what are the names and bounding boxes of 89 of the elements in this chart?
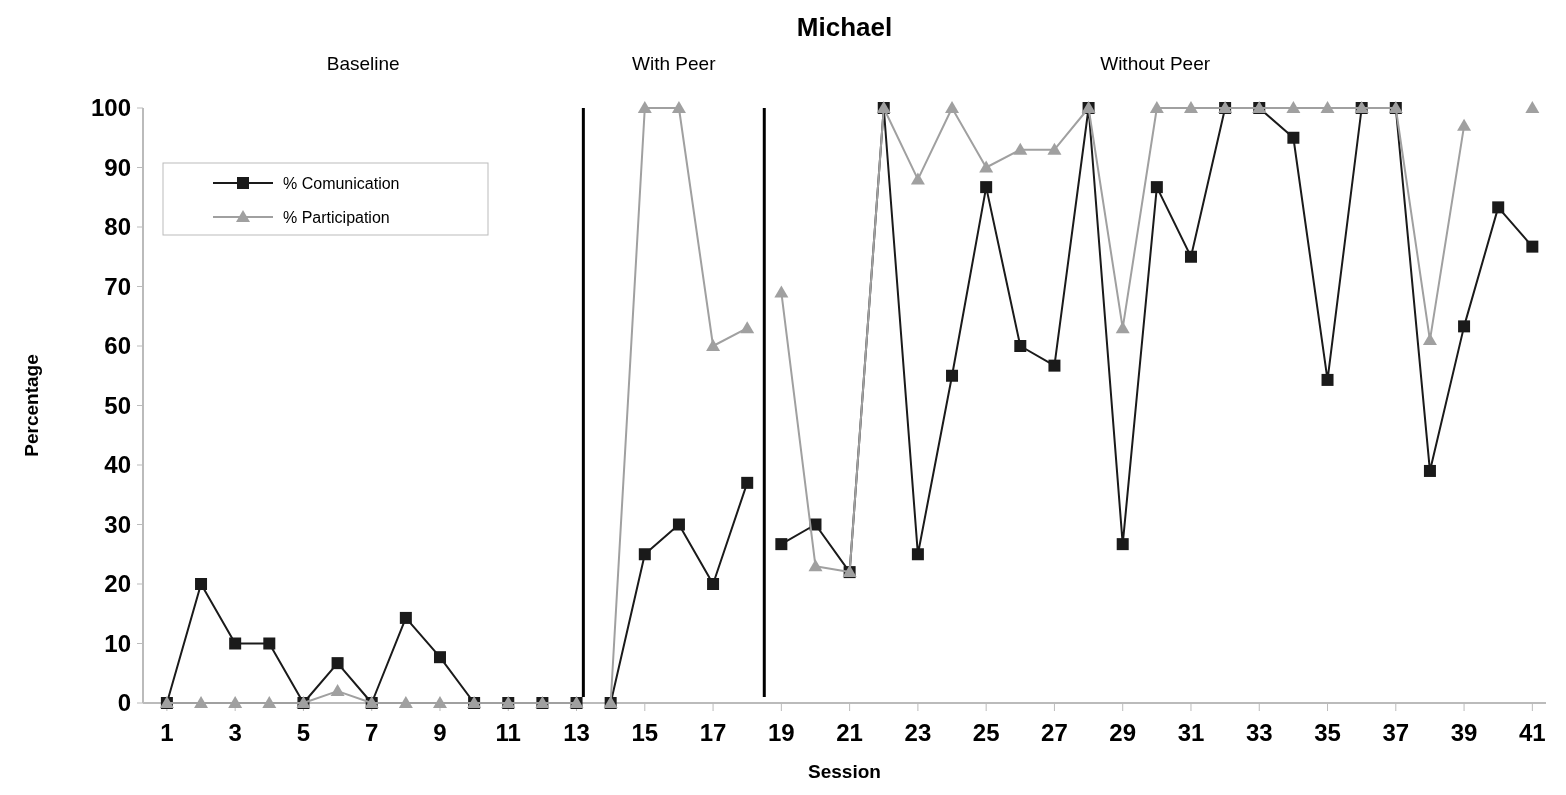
point <box>638 548 651 561</box>
point <box>1047 142 1062 155</box>
y-tick-label: 40 <box>104 451 131 479</box>
point <box>637 101 652 113</box>
point <box>1183 101 1198 113</box>
y-tick-label: 70 <box>104 272 131 300</box>
y-tick-label: 0 <box>117 689 131 717</box>
point <box>1423 464 1436 477</box>
point <box>979 160 994 173</box>
point <box>1287 131 1300 144</box>
x-tick-label: 35 <box>1314 719 1341 746</box>
point <box>330 684 345 697</box>
x-tick-label: 7 <box>365 719 379 746</box>
x-tick-label: 27 <box>1041 719 1068 746</box>
point <box>707 578 720 590</box>
x-tick-label: 33 <box>1245 719 1273 746</box>
point <box>331 657 344 670</box>
point <box>1320 101 1335 113</box>
point <box>945 101 960 113</box>
point <box>1321 373 1334 386</box>
point <box>398 696 413 708</box>
point <box>432 696 447 708</box>
point <box>946 369 959 382</box>
x-tick-label: 21 <box>836 719 863 746</box>
point <box>980 181 993 194</box>
x-tick-label: 1 <box>160 719 174 746</box>
point <box>1525 101 1540 113</box>
text: Baseline <box>326 53 400 74</box>
y-tick-label: 10 <box>104 629 131 657</box>
y-tick-label: 20 <box>104 570 131 598</box>
x-tick-label: 41 <box>1518 719 1546 746</box>
point <box>808 559 823 572</box>
point <box>262 696 277 708</box>
point <box>741 476 754 489</box>
x-tick-label: 19 <box>768 719 795 746</box>
y-tick-label: 90 <box>104 153 131 181</box>
point <box>1013 142 1028 155</box>
x-tick-label: 39 <box>1450 719 1478 746</box>
point <box>1116 538 1129 551</box>
x-tick-label: 3 <box>228 719 242 746</box>
x-tick-label: 23 <box>904 719 932 746</box>
x-tick-label: 15 <box>631 719 659 746</box>
x-tick-label: 37 <box>1382 719 1410 746</box>
point <box>775 538 788 551</box>
point <box>1422 333 1437 346</box>
y-tick-label: 30 <box>104 510 131 538</box>
point <box>1286 101 1301 113</box>
point <box>433 651 446 664</box>
point <box>740 321 755 334</box>
point <box>911 548 924 561</box>
chart-title: Michael <box>796 12 893 42</box>
x-tick-label: 17 <box>699 719 727 746</box>
x-axis-title: Session <box>808 761 881 782</box>
point <box>706 339 721 351</box>
point <box>194 696 209 708</box>
x-tick-label: 11 <box>495 719 521 746</box>
y-axis-title: Percentage <box>21 354 42 457</box>
point <box>910 172 925 185</box>
x-tick-label: 25 <box>972 719 1000 746</box>
y-tick-label: 50 <box>104 391 131 419</box>
text: Without Peer <box>1100 53 1211 74</box>
point <box>1048 359 1061 372</box>
point <box>195 578 208 590</box>
point <box>263 637 276 650</box>
text: With Peer <box>632 53 717 74</box>
point <box>1492 201 1505 214</box>
point <box>1184 250 1197 263</box>
point <box>1457 118 1472 131</box>
point <box>1526 240 1539 253</box>
x-tick-label: 31 <box>1177 719 1205 746</box>
point <box>1150 181 1163 194</box>
point <box>1149 101 1164 113</box>
y-tick-label: 100 <box>90 94 131 122</box>
point <box>672 518 685 531</box>
point <box>1458 320 1471 333</box>
point <box>774 285 789 298</box>
point <box>399 611 412 624</box>
point <box>229 637 242 650</box>
point <box>228 696 243 708</box>
x-tick-label: 9 <box>433 719 447 746</box>
x-tick-label: 5 <box>296 719 311 746</box>
y-tick-label: 80 <box>104 213 131 241</box>
point <box>671 101 686 113</box>
y-tick-label: 60 <box>104 332 131 360</box>
legend-label: % Participation <box>283 208 390 226</box>
point <box>1014 340 1027 352</box>
x-tick-label: 13 <box>563 719 590 746</box>
x-tick-label: 29 <box>1109 719 1137 746</box>
legend-label: % Comunication <box>283 174 400 192</box>
